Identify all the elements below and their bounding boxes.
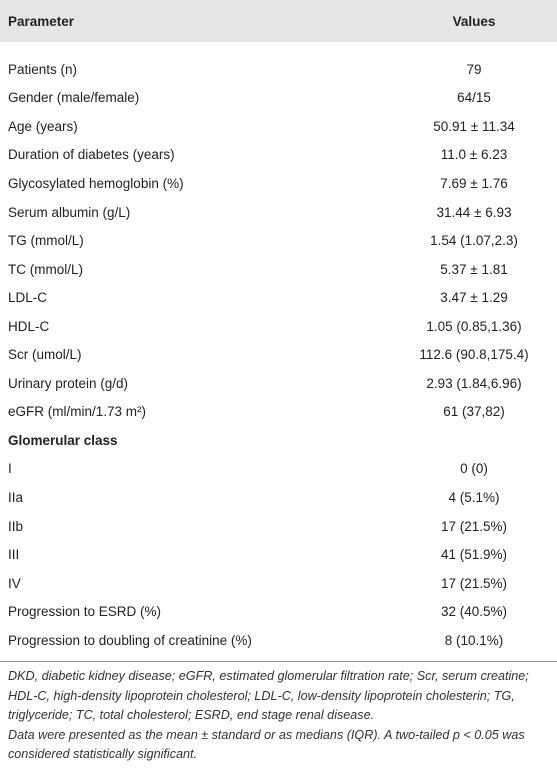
parameter-cell: HDL-C [8, 318, 50, 334]
parameter-cell: Glycosylated hemoglobin (%) [8, 175, 184, 191]
value-cell: 32 (40.5%) [440, 604, 508, 620]
table-row: IV 17 (21.5%) [0, 569, 557, 598]
table-row: HDL-C 1.05 (0.85,1.36) [0, 312, 557, 341]
parameter-cell: III [8, 547, 20, 563]
value-cell: 1.54 (1.07,2.3) [430, 233, 518, 249]
table-row: Patients (n) 79 [0, 42, 557, 84]
parameter-cell: IIb [8, 518, 24, 534]
parameter-cell: IV [8, 575, 21, 591]
parameter-cell: Progression to ESRD (%) [8, 604, 162, 620]
parameter-cell: TC (mmol/L) [8, 261, 83, 277]
table-row: Urinary protein (g/d) 2.93 (1.84,6.96) [0, 369, 557, 398]
parameter-cell: Serum albumin (g/L) [8, 204, 131, 220]
parameter-cell: Progression to doubling of creatinine (%… [8, 632, 252, 648]
value-cell: 0 (0) [460, 461, 488, 477]
table-row: III 41 (51.9%) [0, 540, 557, 569]
table-row: IIb 17 (21.5%) [0, 512, 557, 541]
value-cell: 17 (21.5%) [440, 575, 508, 591]
table-row: IIa 4 (5.1%) [0, 483, 557, 512]
table-row: Serum albumin (g/L) 31.44 ± 6.93 [0, 198, 557, 227]
value-cell: 7.69 ± 1.76 [440, 175, 508, 191]
parameter-cell: IIa [8, 489, 24, 505]
parameter-cell: Urinary protein (g/d) [8, 375, 129, 391]
parameter-cell: LDL-C [8, 290, 48, 306]
footnotes: DKD, diabetic kidney disease; eGFR, esti… [0, 662, 557, 765]
value-cell: 41 (51.9%) [440, 547, 508, 563]
value-cell: 31.44 ± 6.93 [436, 204, 512, 220]
parameter-cell: eGFR (ml/min/1.73 m²) [8, 404, 147, 420]
table-row: Progression to doubling of creatinine (%… [0, 626, 557, 655]
value-cell: 61 (37,82) [443, 404, 505, 420]
parameter-cell: Patients (n) [8, 61, 78, 77]
value-cell: 79 [466, 61, 482, 77]
value-cell: 112.6 (90.8,175.4) [419, 347, 529, 363]
header-row: Parameter Values [0, 0, 557, 42]
value-cell: 5.37 ± 1.81 [440, 261, 508, 277]
parameter-cell: Duration of diabetes (years) [8, 147, 175, 163]
table-row: Glycosylated hemoglobin (%) 7.69 ± 1.76 [0, 169, 557, 198]
table-rule [0, 661, 557, 663]
value-cell: 50.91 ± 11.34 [433, 118, 515, 134]
header-cell: Values [391, 0, 557, 42]
value-cell: 8 (10.1%) [444, 632, 504, 648]
header-cell: Parameter [0, 0, 391, 42]
table-row: I 0 (0) [0, 455, 557, 484]
section-label: Glomerular class [8, 432, 118, 448]
value-cell: 4 (5.1%) [448, 489, 500, 505]
table-row: LDL-C 3.47 ± 1.29 [0, 283, 557, 312]
table-row: Scr (umol/L) 112.6 (90.8,175.4) [0, 340, 557, 369]
parameter-cell: TG (mmol/L) [8, 233, 84, 249]
value-cell: 1.05 (0.85,1.36) [426, 318, 522, 334]
table-row: eGFR (ml/min/1.73 m²) 61 (37,82) [0, 398, 557, 427]
value-cell: 3.47 ± 1.29 [440, 290, 508, 306]
footnote: Data were presented as the mean ± standa… [8, 727, 525, 762]
table-row: Gender (male/female) 64/15 [0, 84, 557, 113]
parameter-cell: Age (years) [8, 118, 78, 134]
parameter-cell: Gender (male/female) [8, 90, 140, 106]
parameter-cell: Scr (umol/L) [8, 347, 82, 363]
table-row: Glomerular class [0, 426, 557, 455]
table-row: Progression to ESRD (%) 32 (40.5%) [0, 597, 557, 626]
value-cell: 2.93 (1.84,6.96) [426, 375, 522, 391]
data-table: Parameter Values Patients (n) 79 Gender (m… [0, 0, 557, 654]
footnote: DKD, diabetic kidney disease; eGFR, esti… [8, 669, 529, 723]
value-cell: 17 (21.5%) [440, 518, 508, 534]
table-body: Patients (n) 79 Gender (male/female) 64/15 A… [0, 42, 557, 654]
value-cell: 11.0 ± 6.23 [440, 147, 508, 163]
parameter-cell: I [8, 461, 12, 477]
table-row: TC (mmol/L) 5.37 ± 1.81 [0, 255, 557, 284]
table-row: TG (mmol/L) 1.54 (1.07,2.3) [0, 226, 557, 255]
table-row: Duration of diabetes (years) 11.0 ± 6.23 [0, 141, 557, 170]
table-row: Age (years) 50.91 ± 11.34 [0, 112, 557, 141]
value-cell: 64/15 [457, 90, 491, 106]
